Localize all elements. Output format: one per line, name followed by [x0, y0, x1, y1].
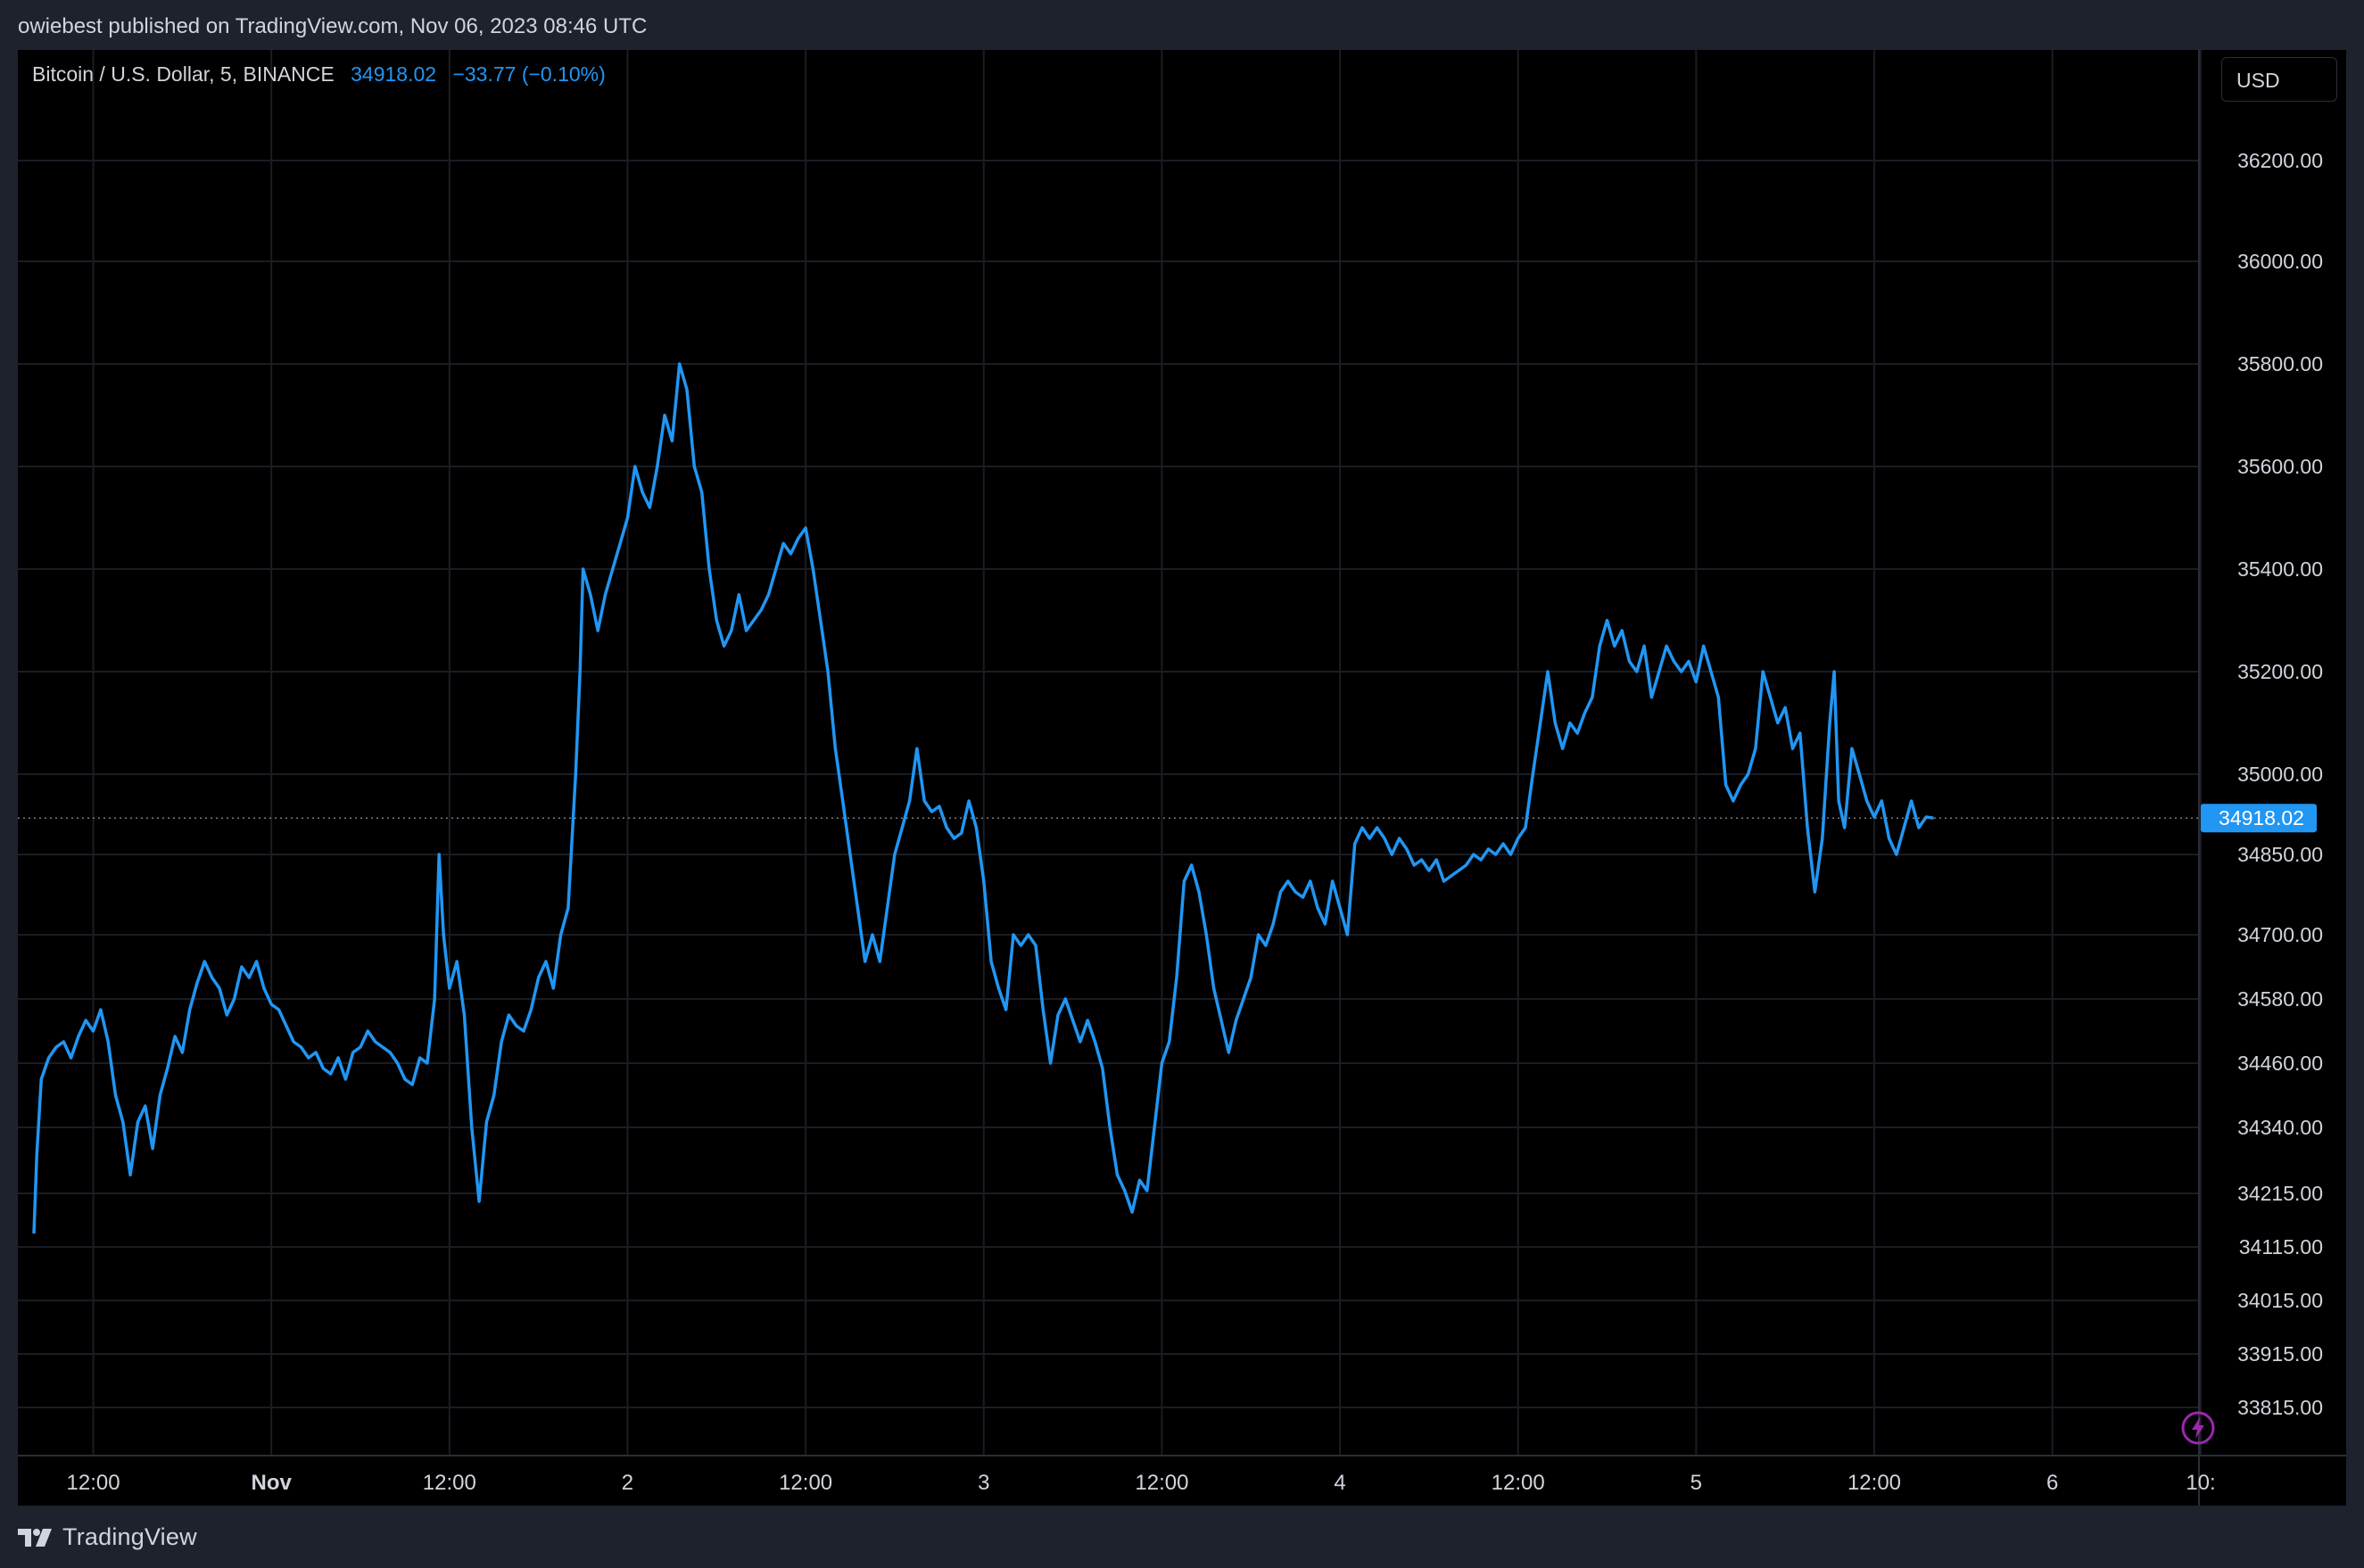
price-tick-label: 34580.00 — [2237, 987, 2323, 1011]
price-tick-label: 34215.00 — [2237, 1182, 2323, 1205]
time-tick-label: 4 — [1334, 1471, 1345, 1495]
price-tick-label: 34460.00 — [2237, 1052, 2323, 1075]
price-tick-label: 35400.00 — [2237, 557, 2323, 581]
time-tick-label: 6 — [2046, 1471, 2058, 1495]
time-tick-label: 3 — [978, 1471, 989, 1495]
symbol-legend: Bitcoin / U.S. Dollar, 5, BINANCE 34918.… — [32, 62, 606, 87]
price-tick-label: 34340.00 — [2237, 1116, 2323, 1139]
currency-button[interactable]: USD — [2221, 57, 2337, 102]
lightning-bolt-icon[interactable] — [2180, 1410, 2216, 1446]
published-info: owiebest published on TradingView.com, N… — [18, 14, 648, 38]
symbol-name: Bitcoin / U.S. Dollar, 5, BINANCE — [32, 62, 335, 86]
price-tick-label: 35800.00 — [2237, 352, 2323, 375]
price-change: −33.77 (−0.10%) — [452, 62, 606, 86]
time-tick-label: 12:00 — [1492, 1471, 1545, 1495]
publish-header: owiebest published on TradingView.com, N… — [0, 0, 2364, 50]
price-tick-label: 34850.00 — [2237, 843, 2323, 866]
time-tick-label: 12:00 — [67, 1471, 120, 1495]
price-tick-label: 35600.00 — [2237, 455, 2323, 478]
last-price-value: 34918.02 — [351, 62, 437, 86]
time-tick-label: 12:00 — [779, 1471, 832, 1495]
price-tick-label: 34115.00 — [2239, 1235, 2323, 1259]
last-price-badge-label: 34918.02 — [2219, 806, 2304, 829]
footer: TradingView — [0, 1506, 2364, 1568]
chart-pane[interactable]: 36200.00 36000.00 35800.00 35600.00 35400.00… — [18, 50, 2346, 1506]
time-tick-label: 12:00 — [423, 1471, 476, 1495]
price-line — [32, 362, 1934, 1234]
price-chart[interactable]: 36200.00 36000.00 35800.00 35600.00 35400.00… — [18, 50, 2346, 1506]
time-tick-label: 12:00 — [1135, 1471, 1188, 1495]
time-tick-label: 2 — [622, 1471, 633, 1495]
price-tick-label: 36000.00 — [2237, 250, 2323, 273]
brand-name: TradingView — [62, 1523, 197, 1550]
tradingview-logo-icon — [18, 1528, 52, 1547]
price-tick-label: 35200.00 — [2237, 660, 2323, 683]
time-tick-label: 12:00 — [1847, 1471, 1901, 1495]
price-tick-label: 33815.00 — [2237, 1396, 2323, 1419]
last-price-badge — [2201, 804, 2317, 833]
price-tick-label: 33915.00 — [2237, 1342, 2323, 1366]
price-tick-label: 35000.00 — [2237, 763, 2323, 786]
price-tick-label: 36200.00 — [2237, 149, 2323, 172]
brand[interactable]: TradingView — [18, 1523, 197, 1551]
time-tick-label: Nov — [252, 1471, 293, 1495]
time-tick-label: 10: — [2186, 1471, 2215, 1495]
price-tick-label: 34015.00 — [2237, 1289, 2323, 1312]
price-tick-label: 34700.00 — [2237, 923, 2323, 946]
time-tick-label: 5 — [1690, 1471, 1702, 1495]
